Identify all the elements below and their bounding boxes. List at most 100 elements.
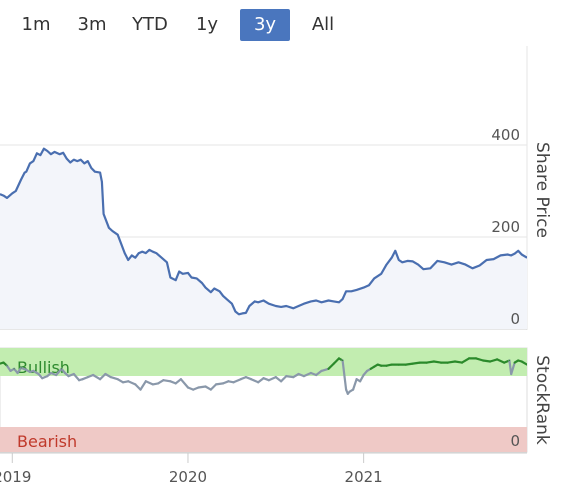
share-price-line [0,147,527,316]
share-price-point [380,273,382,275]
stockrank-point [187,386,189,389]
stockrank-point [468,357,470,359]
share-price-point [76,160,78,162]
stockrank-segment [341,359,348,391]
share-price-point [187,272,189,274]
stockrank-point [60,368,63,370]
share-price-point [368,284,370,286]
stockrank-point [268,379,270,381]
stockrank-segment [250,378,260,384]
stockrank-point [169,380,171,382]
stockrank-point [426,362,428,364]
stockrank-point [25,369,27,371]
share-price-point [219,290,221,292]
share-price-point [131,254,133,256]
share-price-point [526,257,527,259]
share-price-point [510,254,512,256]
stockrank-point [64,372,66,374]
share-price-point [29,162,31,164]
share-price-point [32,160,35,162]
share-price-point [210,291,212,293]
share-price-point [101,181,103,183]
stockrank-point [342,359,344,362]
share-price-point [138,252,140,254]
share-price-point [479,264,481,267]
stockrank-point [352,389,354,391]
share-price-point [103,213,105,215]
stockrank-point [345,389,347,391]
stockrank-point [204,385,207,388]
share-price-point [111,230,113,232]
share-price-point [429,267,431,269]
stockrank-segment-bullish [482,359,492,363]
stockrank-segment-bullish [327,362,335,370]
range-button-3y[interactable]: 3y [240,9,290,41]
share-price-point [254,300,256,302]
share-price-point [25,171,27,173]
share-price-point [257,301,259,303]
range-button-3m[interactable]: 3m [77,14,107,35]
stockrank-point [139,389,142,391]
price-tick-label: 400 [491,126,520,144]
stockrank-segment [144,380,154,386]
share-price-point [175,279,177,281]
share-price-point [406,260,409,262]
share-price-point [0,193,1,195]
share-price-point [310,300,312,302]
share-price-point [363,287,365,289]
share-price-point [169,276,171,279]
stockrank-point [117,378,119,380]
share-price-point [443,261,445,263]
share-price-point [500,254,502,256]
stockrank-point [526,364,527,366]
stockrank-point [385,365,388,367]
range-button-all[interactable]: All [311,14,335,35]
stockrank-point [496,358,498,360]
bullish-band-label: Bullish [17,358,70,377]
stockrank-point [391,364,393,366]
share-price-point [238,313,240,315]
share-price-point [417,264,419,266]
stockrank-segment [257,377,265,384]
stockrank-point [363,374,365,376]
share-price-axis-title: Share Price [532,142,552,238]
share-price-point [385,264,388,266]
share-price-point [342,298,344,300]
range-button-1m[interactable]: 1m [21,14,51,35]
stockrank-point [514,362,516,364]
range-button-ytd[interactable]: YTD [132,14,168,35]
stockrank-point [257,381,259,383]
stockrank-segment-bullish [404,362,414,366]
stockrank-segment [352,378,358,391]
share-price-point [248,305,250,307]
stockrank-point [13,368,15,370]
share-price-point [39,154,42,156]
share-price-point [127,259,129,261]
share-price-point [83,162,85,164]
range-button-1y[interactable]: 1y [195,14,219,35]
share-price-point [391,257,393,259]
share-price-point [69,161,71,164]
stockrank-point [29,371,31,373]
share-price-point [345,290,347,292]
share-price-point [315,299,317,302]
stockrank-segment-bullish [475,357,485,362]
stockrank-segment [280,375,288,383]
share-price-point [20,178,22,181]
x-tick-label: 2019 [0,468,31,486]
stockrank-point [298,373,300,375]
share-price-point [204,287,207,289]
stockrank-point [233,381,235,383]
price-tick-label: 200 [491,218,520,236]
share-price-point [486,259,488,261]
stockrank-point [433,360,435,363]
share-price-point [134,257,136,259]
share-price-point [117,234,119,236]
share-price-point [201,282,203,284]
stockrank-point [20,367,22,369]
share-price-point [398,259,400,261]
share-price-point [422,268,424,270]
stockrank-point [110,376,112,378]
stockrank-point [2,362,5,364]
stockrank-point [67,375,70,377]
